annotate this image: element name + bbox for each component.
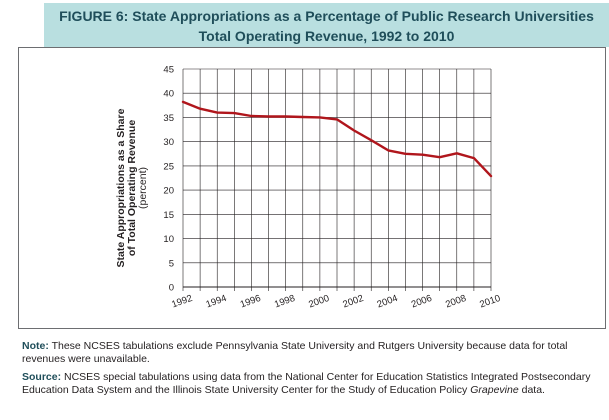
line-chart: 0 5 10 15 20 25 30 35 40 45 1992 1994 1996 1998 2000 2… [115,65,502,311]
y-axis-label-line-1: State Appropriations as a Share [115,108,127,267]
y-tick-label: 0 [169,283,174,294]
figure-title: FIGURE 6: State Appropriations as a Perc… [44,3,609,47]
y-tick-label: 25 [163,161,174,172]
source-label: Source: [22,371,62,383]
x-tick-label: 1996 [239,293,263,311]
x-tick-labels: 1992 1994 1996 1998 2000 2002 2004 2006 2008 2010 [170,293,502,311]
y-axis-label-unit: (percent) [137,167,149,209]
note-paragraph: Note: These NCSES tabulations exclude Pe… [22,340,602,366]
source-italic: Grapevine [470,384,519,396]
x-tick-label: 2010 [478,293,502,311]
x-tick-label: 1992 [170,293,194,311]
note-text: These NCSES tabulations exclude Pennsylv… [22,340,568,365]
grid-lines [182,68,492,291]
y-tick-labels: 0 5 10 15 20 25 30 35 40 45 [163,65,174,294]
chart-frame [18,47,606,329]
y-tick-label: 5 [169,258,174,269]
y-axis-label: State Appropriations as a Share of Total… [115,108,149,267]
x-tick-label: 1998 [273,293,297,311]
series-line [181,100,493,178]
source-end: data. [518,384,545,396]
y-tick-label: 30 [163,137,174,148]
y-tick-label: 15 [163,210,174,221]
x-tick-label: 2008 [444,293,468,311]
figure-title-line-1: FIGURE 6: State Appropriations as a Perc… [59,8,594,24]
x-tick-label: 1994 [205,293,229,311]
x-tick-label: 2006 [410,293,434,311]
y-tick-label: 10 [163,234,174,245]
note-label: Note: [22,340,49,352]
y-axis-label-line-2: of Total Operating Revenue [126,120,138,256]
y-tick-label: 45 [163,65,174,76]
source-text: NCSES special tabulations using data fro… [22,371,591,396]
x-tick-label: 2004 [376,293,400,311]
y-tick-label: 20 [163,186,174,197]
source-paragraph: Source: NCSES special tabulations using … [22,371,602,397]
notes: Note: These NCSES tabulations exclude Pe… [22,340,602,402]
y-tick-label: 35 [163,113,174,124]
y-tick-label: 40 [163,89,174,100]
figure-title-line-2: Total Operating Revenue, 1992 to 2010 [198,28,455,44]
x-tick-label: 2000 [307,293,331,311]
x-tick-label: 2002 [341,293,365,311]
